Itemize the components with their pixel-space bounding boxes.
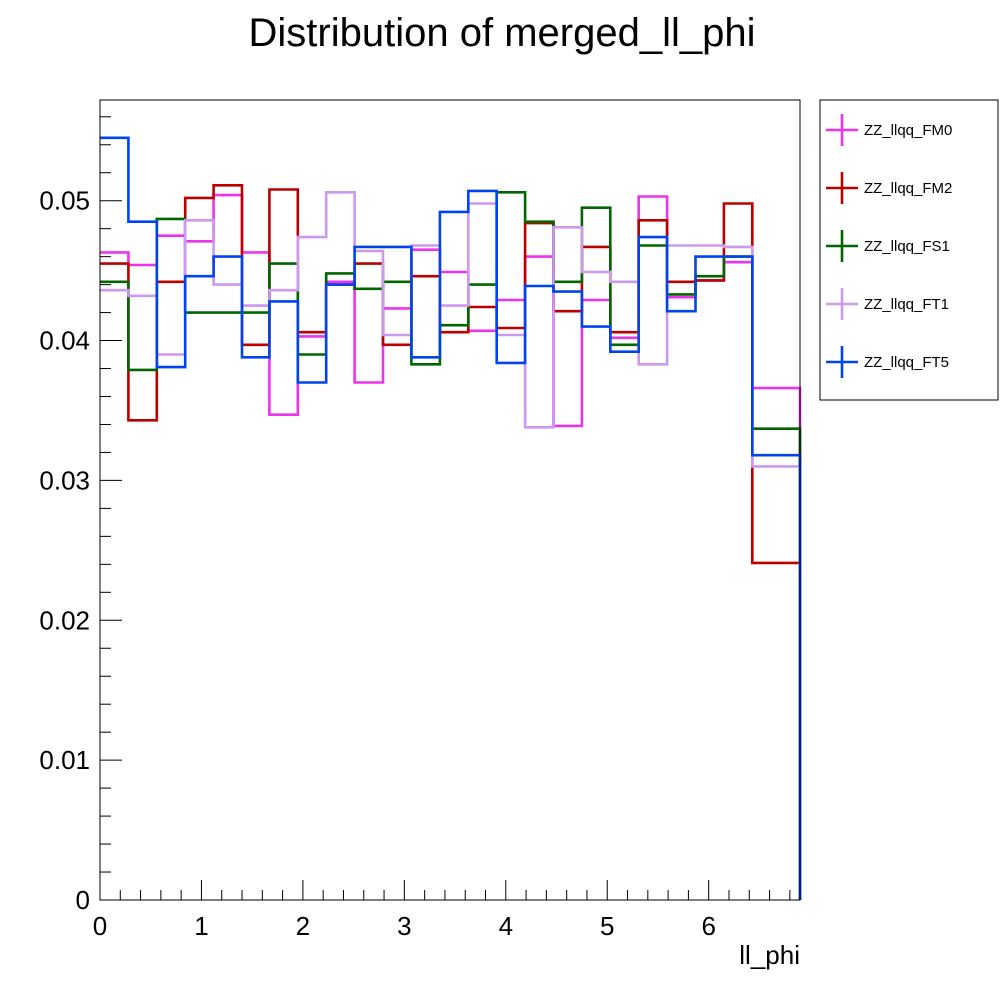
legend-box xyxy=(819,99,999,401)
x-axis-label: ll_phi xyxy=(739,940,800,970)
x-axis: 0 1 2 3 4 5 6 xyxy=(93,880,791,941)
legend-entry: ZZ_llqq_FS1 xyxy=(826,230,950,262)
x-tick-label: 6 xyxy=(701,911,715,941)
y-tick-label: 0.03 xyxy=(39,465,90,495)
y-tick-label: 0.04 xyxy=(39,326,90,356)
legend-label: ZZ_llqq_FM0 xyxy=(864,122,952,139)
legend-label: ZZ_llqq_FM2 xyxy=(864,180,952,197)
legend-entry: ZZ_llqq_FT1 xyxy=(826,288,949,320)
legend-label: ZZ_llqq_FT1 xyxy=(864,296,949,313)
x-tick-label: 5 xyxy=(600,911,614,941)
y-axis: 0 0.01 0.02 0.03 0.04 0.05 xyxy=(39,116,122,915)
plot-series xyxy=(100,136,802,900)
x-tick-label: 1 xyxy=(194,911,208,941)
y-tick-label: 0.02 xyxy=(39,605,90,635)
y-tick-label: 0.01 xyxy=(39,745,90,775)
plot-frame xyxy=(99,99,801,901)
x-tick-label: 3 xyxy=(397,911,411,941)
series-line-5 xyxy=(100,136,802,900)
legend-entry: ZZ_llqq_FM0 xyxy=(826,114,952,146)
x-tick-label: 2 xyxy=(296,911,310,941)
x-tick-label: 4 xyxy=(499,911,513,941)
legend-entry: ZZ_llqq_FT5 xyxy=(826,346,949,378)
y-tick-label: 0 xyxy=(76,885,90,915)
y-tick-label: 0.05 xyxy=(39,186,90,216)
legend-label: ZZ_llqq_FT5 xyxy=(864,354,949,371)
series-line-3 xyxy=(100,191,802,900)
x-tick-label: 0 xyxy=(93,911,107,941)
legend: ZZ_llqq_FM0 ZZ_llqq_FM2 ZZ_llqq_FS1 ZZ_llqq… xyxy=(819,99,999,401)
legend-entry: ZZ_llqq_FM2 xyxy=(826,172,952,204)
legend-label: ZZ_llqq_FS1 xyxy=(864,238,950,255)
chart-title: Distribution of merged_ll_phi xyxy=(249,11,756,55)
